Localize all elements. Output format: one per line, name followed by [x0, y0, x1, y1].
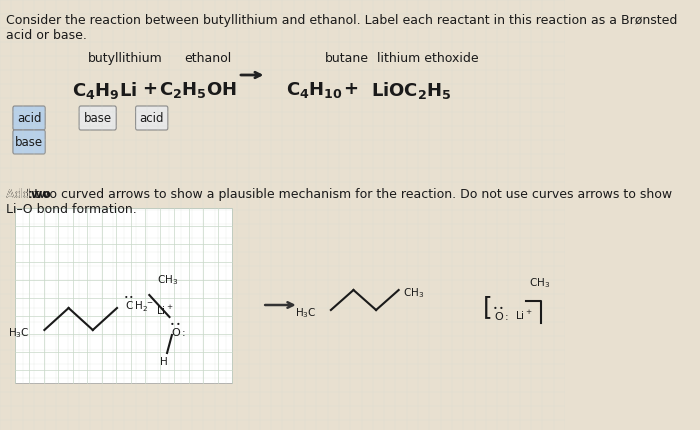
- Text: $\mathregular{C_2H_5OH}$: $\mathregular{C_2H_5OH}$: [159, 80, 237, 100]
- FancyBboxPatch shape: [13, 130, 46, 154]
- Text: $\mathregular{CH_3}$: $\mathregular{CH_3}$: [402, 286, 424, 300]
- Text: $\mathregular{\overset{\bullet\bullet}{O}}$:: $\mathregular{\overset{\bullet\bullet}{O…: [169, 321, 187, 339]
- Text: $\mathregular{CH_3}$: $\mathregular{CH_3}$: [528, 276, 550, 290]
- Text: +: +: [344, 80, 358, 98]
- Text: Add: Add: [6, 188, 35, 201]
- Text: acid: acid: [139, 113, 164, 126]
- FancyBboxPatch shape: [136, 106, 168, 130]
- Text: $\mathregular{CH_3}$: $\mathregular{CH_3}$: [158, 273, 178, 287]
- Text: acid: acid: [17, 113, 41, 126]
- Text: base: base: [83, 113, 112, 126]
- Text: Consider the reaction between butyllithium and ethanol. Label each reactant in t: Consider the reaction between butyllithi…: [6, 14, 678, 42]
- Text: $\mathregular{H_3C}$: $\mathregular{H_3C}$: [295, 306, 316, 320]
- Text: $\mathregular{C_4H_{10}}$: $\mathregular{C_4H_{10}}$: [286, 80, 343, 100]
- Text: butyllithium: butyllithium: [88, 52, 162, 65]
- Text: butane: butane: [325, 52, 369, 65]
- Text: base: base: [15, 136, 43, 150]
- Text: $\mathregular{\overset{\bullet\bullet}{O}}$:: $\mathregular{\overset{\bullet\bullet}{O…: [492, 305, 509, 323]
- Text: $\mathregular{\overset{\bullet\bullet}{C}H_2}^{\!\!-}$: $\mathregular{\overset{\bullet\bullet}{C…: [123, 295, 155, 313]
- Text: $\mathregular{Li^+}$: $\mathregular{Li^+}$: [515, 309, 533, 322]
- Text: [: [: [482, 295, 492, 319]
- Text: $\mathregular{Li^+}$: $\mathregular{Li^+}$: [156, 304, 174, 316]
- Text: +: +: [142, 80, 157, 98]
- FancyBboxPatch shape: [13, 106, 46, 130]
- Text: ethanol: ethanol: [185, 52, 232, 65]
- Text: $\mathregular{H_3C}$: $\mathregular{H_3C}$: [8, 326, 30, 340]
- Text: Add two curved arrows to show a plausible mechanism for the reaction. Do not use: Add two curved arrows to show a plausibl…: [6, 188, 673, 216]
- Text: lithium ethoxide: lithium ethoxide: [377, 52, 479, 65]
- Text: Add: Add: [6, 188, 35, 201]
- Bar: [15, 208, 232, 383]
- Text: two: two: [26, 188, 52, 201]
- Text: H: H: [160, 357, 168, 367]
- FancyBboxPatch shape: [79, 106, 116, 130]
- Text: $\mathregular{C_4H_9Li}$: $\mathregular{C_4H_9Li}$: [72, 80, 137, 101]
- Text: $\mathregular{LiOC_2H_5}$: $\mathregular{LiOC_2H_5}$: [371, 80, 452, 101]
